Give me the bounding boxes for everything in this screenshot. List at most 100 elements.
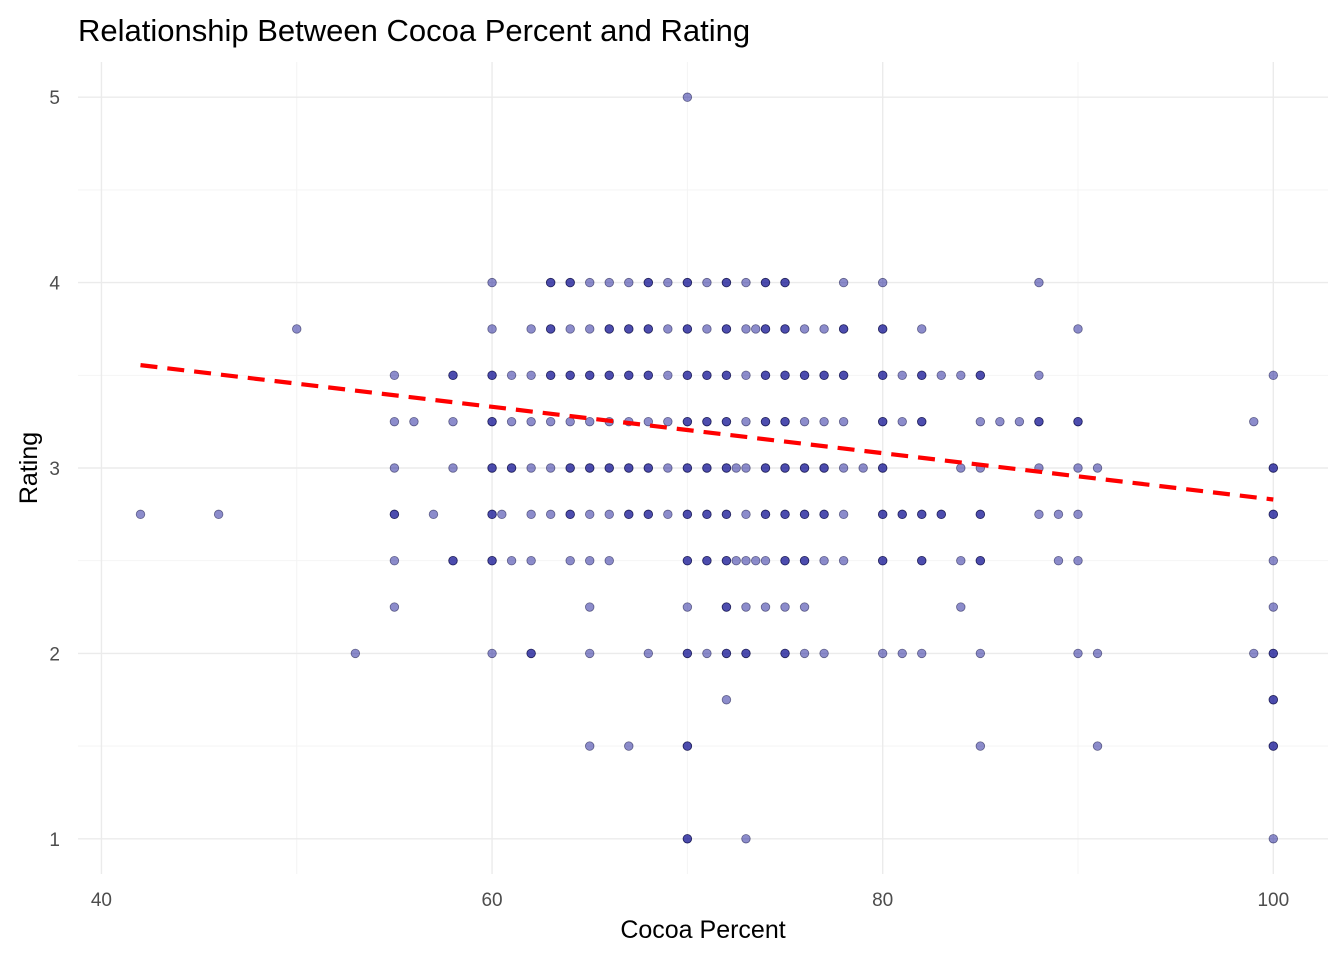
data-point — [917, 324, 927, 334]
data-point — [702, 324, 712, 334]
trend-line — [140, 363, 1274, 502]
data-point — [1034, 509, 1044, 520]
data-point — [741, 648, 751, 659]
data-point — [135, 509, 146, 520]
data-point — [448, 370, 458, 381]
data-point — [731, 463, 741, 473]
data-point — [565, 277, 575, 288]
data-point — [877, 509, 888, 520]
data-point — [838, 463, 849, 473]
data-point — [624, 370, 634, 381]
data-point — [604, 370, 614, 381]
data-point — [897, 370, 907, 381]
data-point — [487, 324, 497, 334]
trend-line-group — [140, 363, 1274, 502]
data-point — [1268, 555, 1279, 566]
data-point — [780, 509, 790, 520]
data-point — [565, 555, 575, 566]
data-point — [526, 324, 536, 334]
data-point — [721, 695, 732, 705]
data-point — [526, 648, 536, 659]
data-point — [526, 463, 536, 473]
data-point — [877, 277, 888, 288]
data-point — [545, 277, 556, 288]
data-point — [760, 370, 771, 381]
data-point — [1053, 509, 1064, 520]
data-point — [975, 509, 986, 520]
data-point — [838, 277, 849, 288]
data-point — [682, 741, 693, 751]
data-point — [389, 370, 400, 381]
data-point — [780, 324, 790, 334]
data-point — [702, 277, 712, 288]
data-point — [1268, 648, 1279, 659]
data-point — [1034, 416, 1044, 427]
data-point — [799, 509, 810, 520]
data-point — [1268, 695, 1279, 705]
data-point — [604, 324, 614, 334]
data-point — [1249, 648, 1259, 659]
data-point — [741, 370, 751, 381]
data-point — [487, 509, 497, 520]
data-point — [838, 370, 849, 381]
data-point — [721, 463, 732, 473]
data-point — [1268, 370, 1279, 381]
data-point — [682, 370, 693, 381]
data-point — [1268, 834, 1279, 844]
data-point — [838, 324, 849, 334]
data-point — [663, 324, 673, 334]
data-point — [741, 324, 751, 334]
data-point — [497, 509, 507, 520]
data-point — [780, 277, 790, 288]
data-point — [487, 416, 497, 427]
data-point — [585, 463, 595, 473]
data-point — [409, 416, 419, 427]
data-point — [663, 416, 673, 427]
data-point — [604, 555, 614, 566]
data-point — [389, 602, 400, 612]
data-point — [428, 509, 439, 520]
data-point — [487, 463, 497, 473]
data-point — [975, 648, 986, 659]
data-point — [858, 463, 868, 473]
data-point — [741, 509, 751, 520]
data-point — [721, 602, 732, 612]
x-axis-title: Cocoa Percent — [620, 916, 785, 944]
data-point — [780, 648, 790, 659]
data-point — [1268, 463, 1279, 473]
data-point — [917, 555, 927, 566]
data-point — [760, 602, 771, 612]
data-point — [604, 509, 614, 520]
data-point — [585, 648, 595, 659]
data-point — [721, 648, 732, 659]
data-point — [819, 555, 829, 566]
data-point — [643, 277, 654, 288]
data-point — [585, 602, 595, 612]
data-point — [917, 509, 927, 520]
y-tick-label: 1 — [49, 830, 60, 851]
data-point — [545, 324, 556, 334]
data-point — [682, 277, 693, 288]
data-point — [799, 648, 810, 659]
data-point — [506, 555, 517, 566]
data-point — [819, 648, 829, 659]
data-point — [741, 416, 751, 427]
data-point — [389, 555, 400, 566]
data-point — [819, 324, 829, 334]
data-point — [721, 324, 732, 334]
data-point — [682, 416, 693, 427]
data-point — [877, 416, 888, 427]
data-point — [487, 277, 497, 288]
data-point — [731, 555, 741, 566]
data-point — [721, 555, 732, 566]
data-point — [1073, 463, 1083, 473]
y-axis-tick-labels: 1 2 3 4 5 — [49, 88, 60, 851]
data-point — [956, 555, 966, 566]
data-point — [682, 324, 693, 334]
data-point — [604, 463, 614, 473]
data-point — [506, 370, 517, 381]
data-point — [506, 416, 517, 427]
data-point — [448, 416, 458, 427]
x-tick-label: 100 — [1257, 890, 1289, 911]
data-points — [135, 92, 1279, 844]
